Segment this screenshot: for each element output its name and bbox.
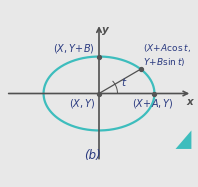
Text: $(X, Y)$: $(X, Y)$ bbox=[69, 97, 95, 111]
Text: x: x bbox=[187, 97, 193, 108]
Text: $t$: $t$ bbox=[121, 76, 127, 88]
Text: $(X, Y\!+\!B)$: $(X, Y\!+\!B)$ bbox=[53, 42, 95, 55]
Text: $(X\!+\!A, Y)$: $(X\!+\!A, Y)$ bbox=[132, 97, 174, 111]
Text: y: y bbox=[102, 25, 109, 35]
Polygon shape bbox=[176, 131, 191, 149]
Text: (b): (b) bbox=[84, 149, 101, 162]
Text: $(X\!+\!A\cos t,$
$Y\!+\!B\sin t)$: $(X\!+\!A\cos t,$ $Y\!+\!B\sin t)$ bbox=[143, 42, 191, 68]
